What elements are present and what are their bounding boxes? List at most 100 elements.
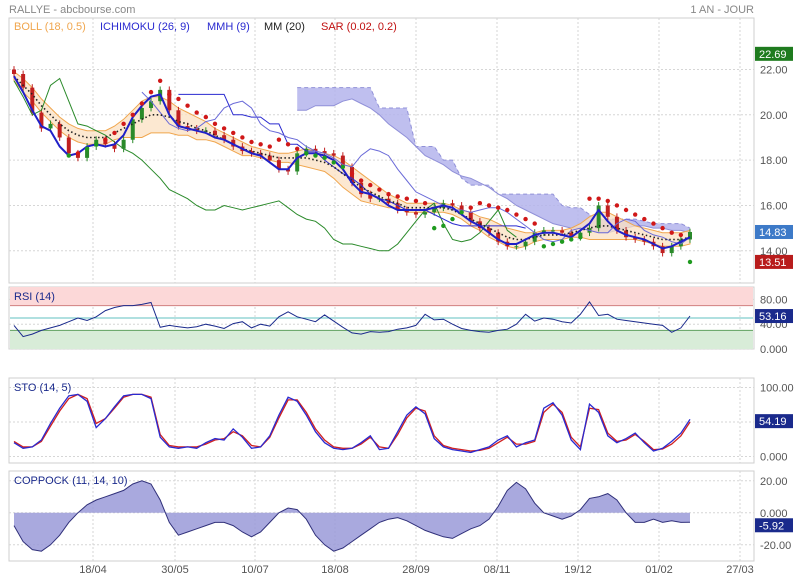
bollinger-band (13, 70, 691, 250)
price-badge-1: 14.83 (759, 227, 787, 239)
sar-dot (249, 139, 254, 145)
candle-body (185, 126, 190, 129)
sto-badge-bg (755, 414, 793, 429)
candle-body (222, 135, 227, 140)
sar-dot (258, 142, 263, 147)
sar-dot (212, 121, 218, 127)
rsi-title: RSI (14) (14, 291, 55, 303)
y-tick-label: 0.000 (760, 452, 788, 464)
legend-ichimoku: ICHIMOKU (26, 9) (100, 21, 190, 33)
candle-body (359, 182, 364, 195)
x-tick-label: 27/03 (726, 564, 754, 576)
y-tick-label: 22.00 (760, 64, 788, 76)
candle-body (432, 207, 437, 213)
candle-body (39, 112, 44, 129)
coppock-line (13, 480, 691, 552)
rsi-badge-bg (755, 309, 793, 324)
sar-dot (66, 153, 72, 158)
tenkan-sen (141, 91, 691, 245)
candle-body (75, 153, 80, 158)
x-tick-label: 28/09 (402, 564, 430, 576)
sar-dot (477, 201, 483, 206)
sar-dot (349, 171, 355, 176)
indicator-series (13, 301, 691, 552)
candle-body (532, 232, 537, 242)
candle-body (267, 155, 272, 161)
sto-k-line (13, 393, 691, 454)
senkou-span-b (297, 87, 691, 229)
x-tick-label: 01/02 (645, 564, 673, 576)
sar-dot (94, 142, 99, 147)
price-series (12, 66, 693, 265)
kijun-sen (178, 93, 526, 229)
sar-dot (678, 232, 684, 238)
sar-dot (395, 194, 400, 199)
y-tick-labels: 22.0020.0018.0016.0014.0080.0040.000.000… (760, 64, 794, 551)
candle-body (12, 69, 16, 74)
sar-dot (121, 121, 126, 127)
sar-dot (605, 198, 610, 204)
legend-sar: SAR (0.02, 0.2) (321, 21, 397, 33)
legend-boll: BOLL (18, 0.5) (14, 21, 86, 33)
candle-body (368, 194, 373, 199)
rsi-zones (10, 287, 753, 349)
candle-body (596, 205, 601, 229)
sar-dot (450, 216, 455, 222)
sar-dot (404, 196, 410, 201)
candle-body (149, 101, 154, 108)
sar-dot (432, 225, 437, 231)
sar-dot (596, 196, 601, 201)
candle-body (112, 144, 117, 149)
price-panel (8, 17, 755, 284)
sar-dot (103, 137, 108, 142)
candle-body (688, 231, 692, 240)
page-title: RALLYE - abcbourse.com (9, 4, 135, 16)
sar-dot (532, 221, 537, 226)
candle-body (176, 110, 181, 127)
candle-body (605, 205, 610, 217)
candle-body (477, 221, 482, 229)
rsi-zone (10, 287, 753, 306)
coppock-title: COPPOCK (11, 14, 10) (14, 475, 128, 487)
sar-dot (413, 198, 419, 204)
x-tick-label: 19/12 (564, 564, 592, 576)
candle-body (322, 151, 327, 154)
y-tick-label: 100.00 (760, 383, 794, 395)
sar-dot (185, 103, 190, 108)
sar-dot (368, 182, 373, 188)
candle-body (569, 232, 574, 238)
sar-dot (642, 216, 647, 222)
sar-dot (112, 130, 117, 136)
price-badge-0-bg (755, 46, 793, 61)
sar-dot (632, 212, 638, 217)
candle-body (487, 228, 492, 233)
sar-dot (623, 207, 629, 213)
sar-dot (687, 259, 693, 265)
candle-body (678, 239, 683, 247)
x-tick-label: 08/11 (484, 564, 511, 576)
candle-body (633, 237, 638, 240)
candle-body (523, 241, 528, 247)
sar-dot (660, 225, 665, 231)
sar-dot (486, 203, 492, 208)
y-tick-label: 18.00 (760, 155, 788, 167)
candle-body (550, 230, 555, 232)
sar-dot (167, 92, 172, 97)
sar-dot (75, 151, 81, 156)
candle-body (212, 130, 217, 136)
candle-body (395, 203, 400, 210)
sar-dot (523, 216, 528, 222)
y-tick-label: 0.000 (760, 344, 788, 356)
candle-body (295, 153, 300, 172)
y-tick-label: 14.00 (760, 246, 788, 258)
sar-dot (148, 89, 154, 95)
candle-body (85, 146, 90, 158)
candle-body (66, 137, 71, 154)
sar-dot (441, 223, 446, 229)
sto-panel (8, 377, 755, 464)
y-tick-label: -20.00 (760, 540, 791, 552)
candle-body (459, 205, 464, 213)
candle-body (496, 232, 501, 242)
candle-body (286, 169, 291, 172)
y-tick-label: 20.00 (760, 110, 788, 122)
